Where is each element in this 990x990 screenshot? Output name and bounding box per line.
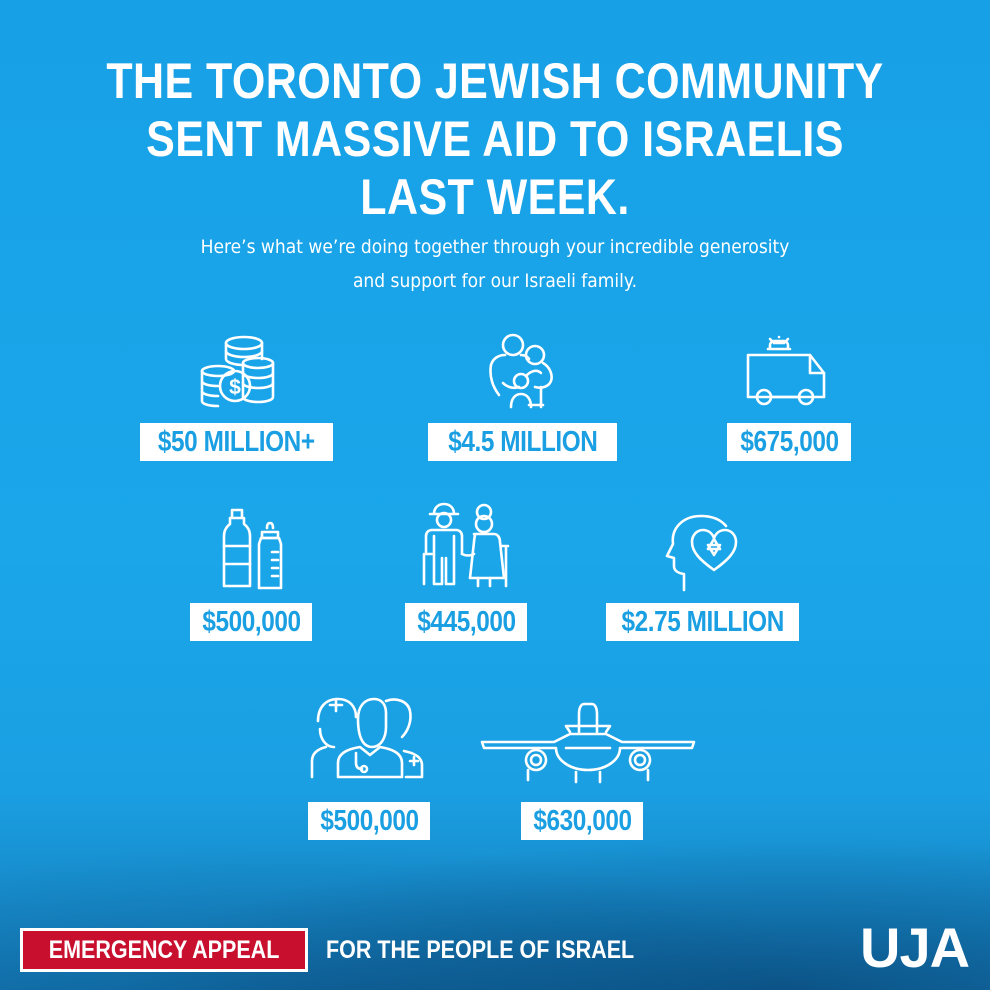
mental-health-icon bbox=[656, 510, 752, 592]
coins-icon: $ bbox=[198, 333, 278, 411]
headline-line-3: LAST WEEK. bbox=[360, 169, 630, 225]
subtitle-line-1: Here’s what we’re doing together through… bbox=[200, 236, 790, 258]
amount-mental-health: $2.75 MILLION bbox=[606, 603, 799, 641]
amount-coins: $50 MILLION+ bbox=[140, 423, 333, 461]
amount-ambulance: $675,000 bbox=[727, 423, 851, 461]
amount-airplane: $630,000 bbox=[521, 802, 643, 840]
uja-logo: UJA bbox=[860, 916, 970, 979]
footer-tagline: FOR THE PEOPLE OF ISRAEL bbox=[326, 936, 635, 964]
amount-elderly: $445,000 bbox=[405, 603, 527, 641]
amount-family: $4.5 MILLION bbox=[428, 423, 617, 461]
svg-text:$: $ bbox=[229, 376, 241, 399]
airplane-icon bbox=[480, 700, 696, 784]
headline: THE TORONTO JEWISH COMMUNITY SENT MASSIV… bbox=[69, 52, 920, 226]
amount-medical-staff: $500,000 bbox=[308, 802, 430, 840]
elderly-couple-icon bbox=[418, 500, 518, 590]
subtitle-line-2: and support for our Israeli family. bbox=[352, 270, 638, 292]
emergency-appeal-badge: EMERGENCY APPEAL bbox=[20, 928, 308, 972]
subtitle: Here’s what we’re doing together through… bbox=[50, 230, 941, 298]
medical-staff-icon bbox=[308, 695, 434, 781]
headline-line-2: SENT MASSIVE AID TO ISRAELIS bbox=[146, 111, 844, 167]
headline-line-1: THE TORONTO JEWISH COMMUNITY bbox=[106, 53, 884, 109]
bottles-icon bbox=[220, 508, 284, 590]
family-icon bbox=[485, 333, 561, 409]
amount-bottles: $500,000 bbox=[190, 603, 312, 641]
ambulance-icon bbox=[744, 335, 834, 407]
